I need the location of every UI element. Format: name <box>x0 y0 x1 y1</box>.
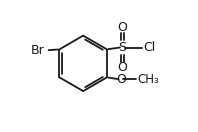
Text: Br: Br <box>31 44 45 57</box>
Text: O: O <box>116 73 126 86</box>
Text: Cl: Cl <box>144 41 156 54</box>
Text: O: O <box>117 21 127 34</box>
Text: O: O <box>117 62 127 74</box>
Text: CH₃: CH₃ <box>138 73 159 86</box>
Text: S: S <box>118 41 126 54</box>
